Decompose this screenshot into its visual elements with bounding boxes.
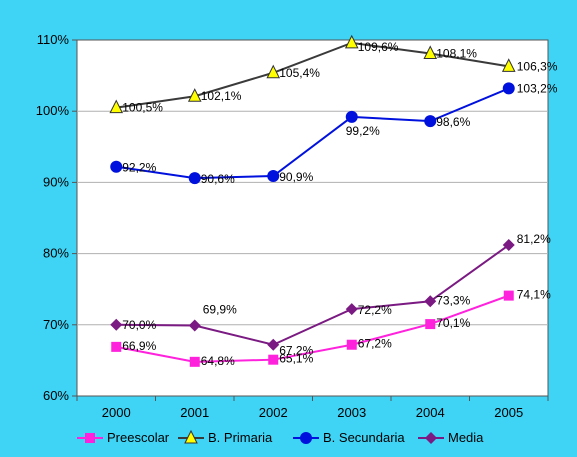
data-label-preescolar: 70,1% [436, 316, 470, 330]
data-point-b-primaria [266, 64, 281, 79]
legend-marker-b-primaria [184, 429, 198, 444]
data-point-b-primaria [423, 45, 438, 60]
data-point-b-secundaria [345, 110, 358, 123]
data-point-b-secundaria [110, 160, 123, 173]
data-point-b-primaria [109, 99, 124, 114]
data-point-b-secundaria [502, 82, 515, 95]
data-point-media [267, 338, 280, 351]
y-tick-label: 100% [36, 103, 70, 118]
data-label-b-secundaria: 99,2% [346, 124, 380, 138]
x-tick-label: 2003 [337, 405, 366, 420]
data-point-preescolar [268, 354, 279, 365]
data-label-b-secundaria: 98,6% [436, 115, 470, 129]
data-label-b-secundaria: 92,2% [122, 161, 156, 175]
data-label-b-primaria: 100,5% [122, 101, 163, 115]
data-label-preescolar: 65,1% [279, 352, 313, 366]
data-label-b-primaria: 102,1% [201, 89, 242, 103]
x-tick-label: 2005 [494, 405, 523, 420]
data-label-preescolar: 74,1% [517, 288, 551, 302]
data-point-preescolar [503, 290, 514, 301]
data-point-media [424, 295, 437, 308]
data-point-preescolar [189, 356, 200, 367]
data-point-media [110, 318, 123, 331]
y-tick-label: 110% [37, 32, 70, 47]
data-label-media: 67,2% [279, 344, 313, 358]
data-label-media: 69,9% [203, 303, 237, 317]
series-line-b-primaria [116, 41, 509, 109]
y-tick-label: 80% [43, 246, 69, 261]
data-point-b-secundaria [424, 115, 437, 128]
series-line-b-secundaria [116, 87, 510, 180]
data-label-b-secundaria: 90,9% [279, 170, 313, 184]
data-label-b-primaria: 109,6% [358, 40, 399, 54]
legend-label-b-primaria: B. Primaria [208, 430, 273, 445]
data-label-b-secundaria: 103,2% [517, 81, 558, 95]
series-line-media [116, 244, 510, 346]
data-label-media: 81,2% [517, 232, 551, 246]
y-tick-label: 70% [43, 317, 69, 332]
data-label-preescolar: 64,8% [201, 354, 235, 368]
data-label-b-secundaria: 90,6% [201, 172, 235, 186]
x-tick-label: 2004 [416, 405, 445, 420]
data-point-b-primaria [344, 34, 359, 49]
data-point-b-secundaria [188, 172, 201, 185]
legend-marker-preescolar [85, 433, 95, 443]
data-label-media: 73,3% [436, 293, 470, 307]
x-tick-label: 2001 [180, 405, 209, 420]
series-line-preescolar [116, 294, 510, 363]
y-tick-label: 60% [43, 388, 69, 403]
data-label-b-primaria: 108,1% [436, 47, 477, 61]
data-point-b-primaria [187, 88, 202, 102]
legend-marker-media [425, 432, 437, 444]
x-tick-label: 2002 [259, 405, 288, 420]
legend-label-b-secundaria: B. Secundaria [323, 430, 405, 445]
data-point-preescolar [425, 319, 436, 330]
data-point-b-secundaria [267, 169, 280, 182]
plot-area [76, 39, 549, 397]
data-point-media [188, 319, 201, 332]
y-tick-label: 90% [43, 174, 69, 189]
data-label-b-primaria: 106,3% [517, 59, 558, 73]
data-label-b-primaria: 105,4% [279, 66, 320, 80]
data-point-media [502, 239, 515, 252]
legend-label-media: Media [448, 430, 484, 445]
data-point-preescolar [111, 341, 122, 352]
x-tick-label: 2000 [102, 405, 131, 420]
legend-marker-b-secundaria [300, 432, 312, 444]
data-label-media: 72,2% [358, 303, 392, 317]
data-label-preescolar: 66,9% [122, 339, 156, 353]
data-label-media: 70,0% [122, 318, 156, 332]
data-point-media [345, 303, 358, 316]
legend-label-preescolar: Preescolar [107, 430, 170, 445]
data-point-preescolar [346, 339, 357, 350]
data-label-preescolar: 67,2% [358, 337, 392, 351]
data-point-b-primaria [501, 58, 516, 72]
